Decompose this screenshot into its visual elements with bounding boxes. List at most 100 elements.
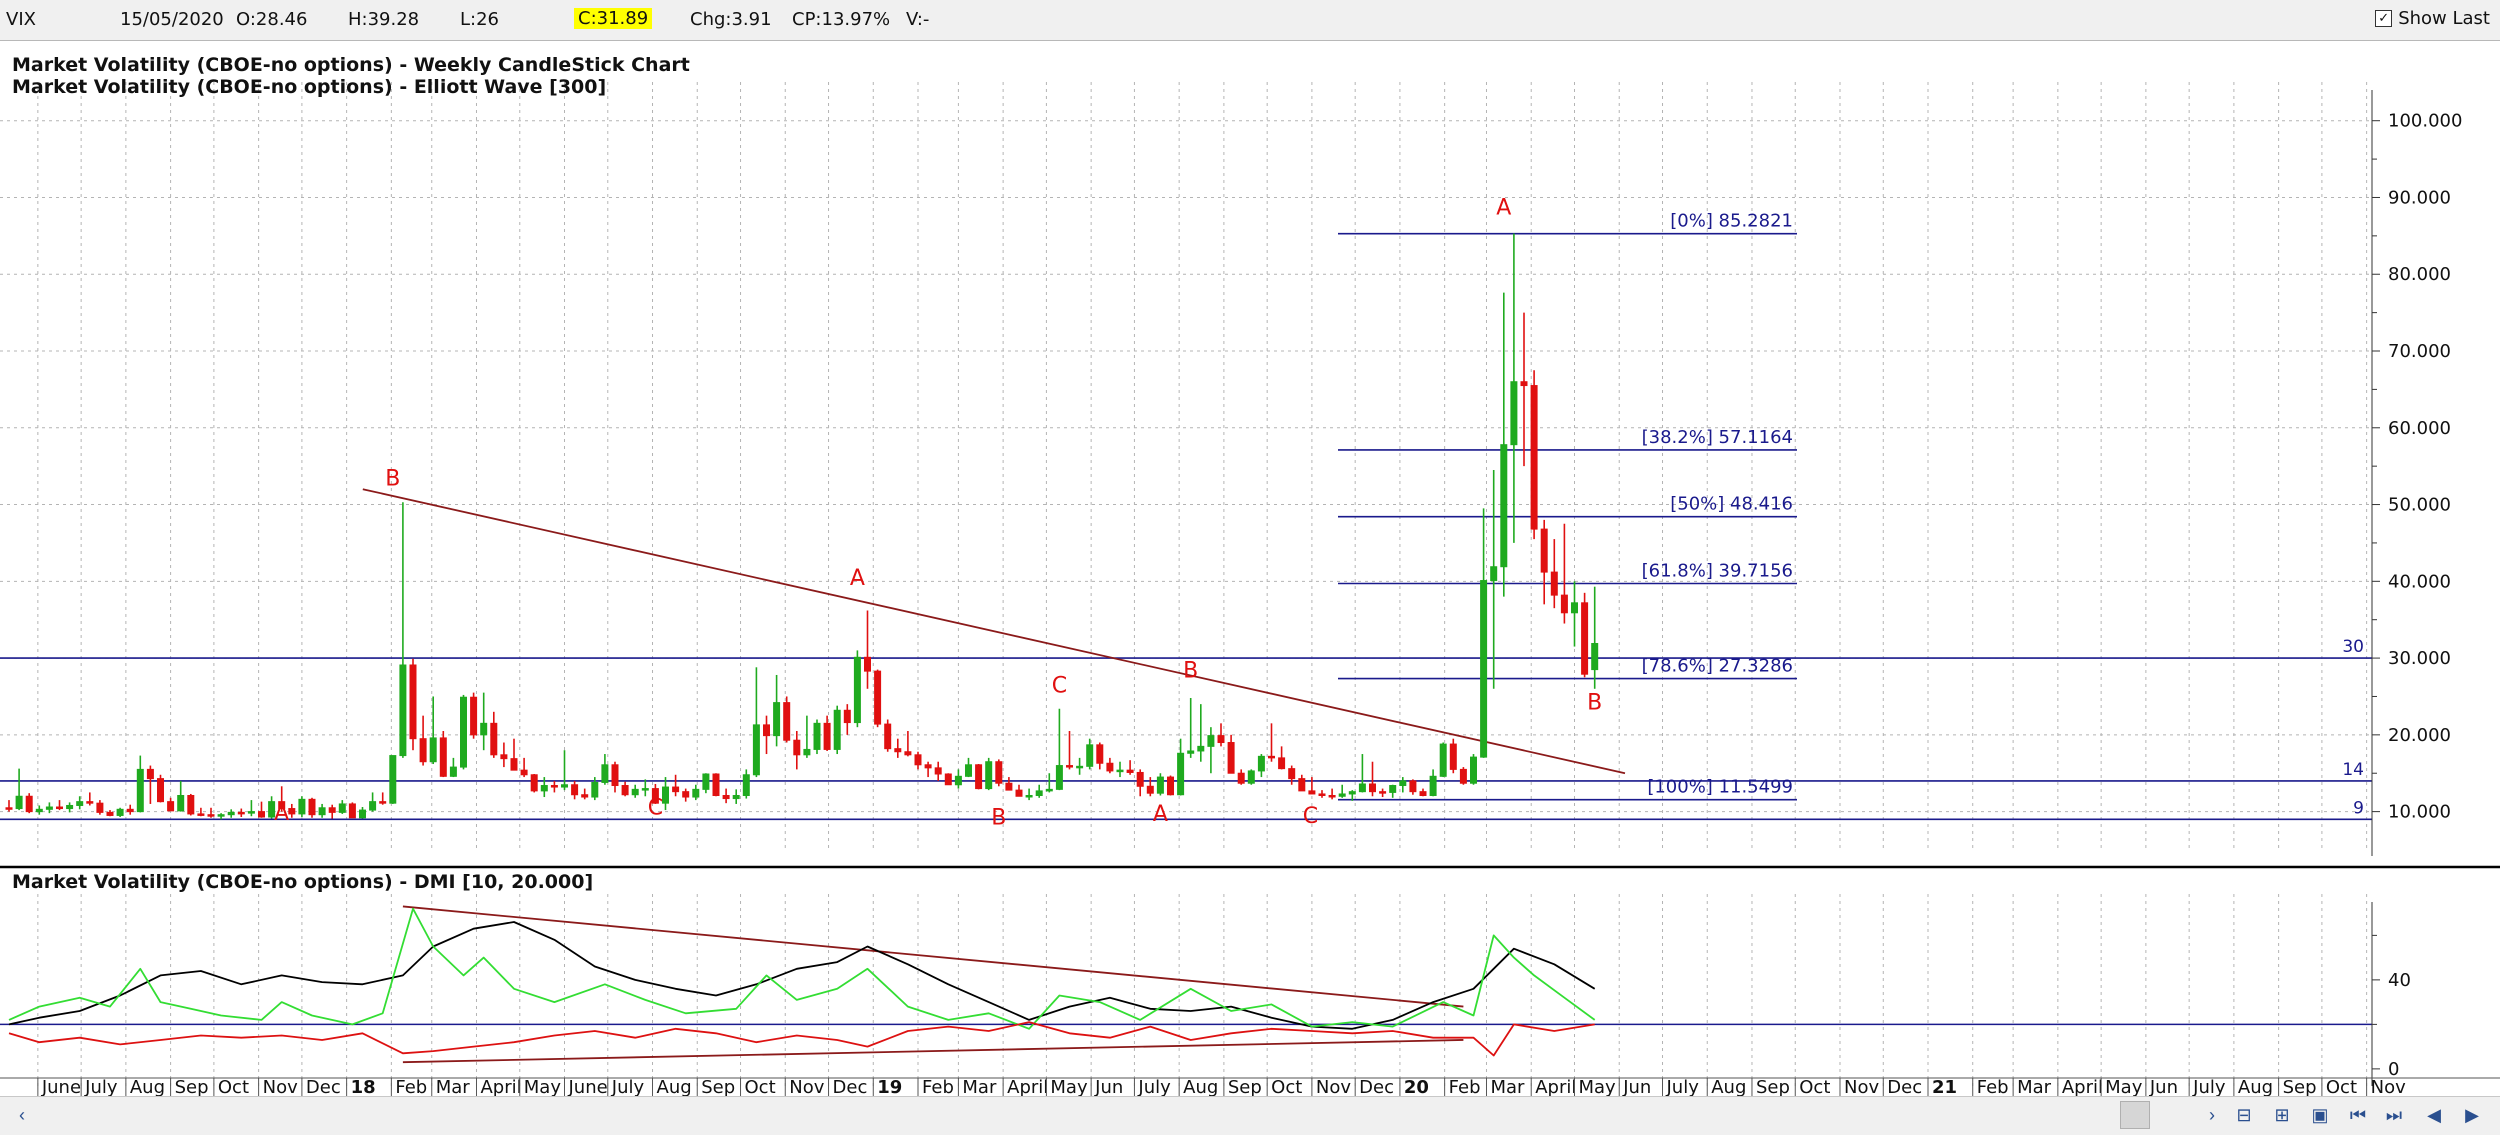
candle-body	[550, 785, 558, 788]
candle-body	[530, 774, 538, 792]
candle-body	[288, 808, 296, 815]
quote-toolbar: VIX 15/05/2020 O:28.46 H:39.28 L:26 C:31…	[0, 0, 2500, 41]
dmi-panel	[0, 905, 2372, 1064]
candle-body	[752, 724, 760, 776]
open-value: O:28.46	[236, 9, 308, 30]
change-percent-value: CP:13.97%	[792, 9, 891, 30]
candle-body	[328, 807, 336, 813]
x-axis-tick-label: Mar	[436, 1077, 471, 1096]
elliott-wave-label: C	[1303, 804, 1318, 829]
x-axis-tick-label: July	[84, 1077, 118, 1096]
x-axis-tick-label: 21	[1932, 1077, 1957, 1096]
candle-body	[672, 786, 680, 793]
zoom-in-icon[interactable]: ⊞	[2274, 1105, 2290, 1125]
x-axis-tick-label: July	[1666, 1077, 1700, 1096]
volume-value: V:-	[906, 9, 930, 30]
candle-body	[702, 773, 710, 790]
candle-body	[1540, 528, 1548, 573]
show-last-toggle[interactable]: ✓ Show Last	[2375, 8, 2490, 29]
candle-body	[924, 764, 932, 769]
candle-body	[1298, 778, 1306, 792]
candle-body	[1449, 743, 1457, 770]
axes: June July Aug Sep Oct Nov Dec 18 Feb Mar April May J…	[0, 90, 2500, 1096]
x-axis-tick-label: Dec	[833, 1077, 868, 1096]
scroll-thumb[interactable]	[2120, 1101, 2150, 1129]
candle-body	[1379, 791, 1387, 794]
candle-body	[1035, 790, 1043, 796]
candle-body	[1470, 756, 1477, 784]
candle-body	[1207, 735, 1215, 747]
candle-body	[510, 758, 518, 771]
dmi-series-adx	[8, 921, 1596, 1030]
candle-body	[1268, 755, 1275, 759]
candle-body	[1055, 765, 1063, 790]
candle-body	[5, 807, 13, 810]
x-axis-tick-label: Mar	[962, 1077, 997, 1096]
candle-body	[1086, 744, 1094, 767]
fibonacci-level-label: [50%] 48.416	[1670, 494, 1793, 515]
fibonacci-level-label: [100%] 11.5499	[1647, 777, 1793, 798]
candle-body	[490, 722, 498, 756]
chart-canvas[interactable]: 30 14 9 [0%] 85.2821 [38.2%] 57.1164 [50%] 48…	[0, 40, 2500, 1096]
candle-body	[783, 702, 791, 741]
x-axis-tick-label: Feb	[922, 1077, 954, 1096]
x-axis-tick-label: Feb	[1449, 1077, 1481, 1096]
y-axis-tick-label: 90.000	[2388, 187, 2451, 208]
candle-body	[116, 808, 124, 816]
candle-body	[1389, 785, 1397, 793]
candle-body	[429, 737, 437, 763]
dmi-series-minus_di	[8, 1021, 1595, 1057]
candle-body	[793, 739, 801, 756]
x-axis-tick-label: Nov	[1316, 1077, 1351, 1096]
candle-body	[268, 801, 276, 818]
candle-body	[1328, 794, 1336, 798]
candle-body	[207, 814, 215, 817]
candle-body	[520, 769, 528, 776]
candle-body	[1116, 769, 1124, 773]
y-axis-tick-label: 70.000	[2388, 341, 2451, 362]
candle-body	[894, 748, 902, 753]
date-label: 15/05/2020	[120, 9, 224, 30]
elliott-wave-label: C	[1052, 674, 1067, 699]
candle-body	[1146, 785, 1154, 794]
dmi-chart-title: Market Volatility (CBOE-no options) - DM…	[12, 871, 593, 893]
candle-body	[470, 696, 478, 736]
candle-body	[1288, 768, 1296, 780]
candle-body	[954, 775, 962, 786]
candle-body	[419, 738, 427, 763]
first-page-icon[interactable]: ⏮	[2349, 1105, 2367, 1125]
scroll-right-icon[interactable]: ›	[2209, 1105, 2215, 1125]
horizontal-scrollbar[interactable]: ‹ › ⊟ ⊞ ▣ ⏮ ⏭ ◀ ▶	[0, 1096, 2500, 1135]
show-last-checkbox[interactable]: ✓	[2375, 10, 2393, 27]
x-axis-tick-label: Jun	[1094, 1077, 1123, 1096]
x-axis-tick-label: 18	[351, 1077, 376, 1096]
dmi-trend-line	[402, 905, 1464, 1008]
step-forward-icon[interactable]: ▶	[2465, 1105, 2479, 1125]
fibonacci-level-label: [0%] 85.2821	[1670, 211, 1793, 232]
x-axis-tick-label: Dec	[306, 1077, 341, 1096]
y-axis-tick-label: 30.000	[2388, 648, 2451, 669]
y-axis-tick-label: 80.000	[2388, 264, 2451, 285]
x-axis-tick-label: Jun	[1622, 1077, 1651, 1096]
candle-body	[460, 696, 467, 768]
x-axis-tick-label: 19	[877, 1077, 902, 1096]
candle-body	[601, 764, 609, 783]
candle-body	[197, 813, 205, 816]
candle-body	[1177, 752, 1185, 796]
x-axis-tick-label: Sep	[1756, 1077, 1790, 1096]
fit-icon[interactable]: ▣	[2311, 1105, 2329, 1125]
scroll-left-icon[interactable]: ‹	[19, 1105, 25, 1125]
fibonacci-level-label: [78.6%] 27.3286	[1642, 656, 1793, 677]
candle-body	[86, 801, 94, 804]
step-back-icon[interactable]: ◀	[2427, 1105, 2441, 1125]
candle-body	[1550, 571, 1558, 596]
zoom-out-icon[interactable]: ⊟	[2236, 1105, 2252, 1125]
candle-body	[1096, 744, 1104, 764]
candle-body	[651, 788, 659, 804]
candle-body	[157, 778, 164, 803]
candle-body	[611, 764, 619, 787]
last-page-icon[interactable]: ⏭	[2385, 1105, 2403, 1125]
candle-body	[1126, 769, 1134, 773]
candle-body	[1409, 780, 1417, 793]
candle-body	[45, 806, 53, 810]
